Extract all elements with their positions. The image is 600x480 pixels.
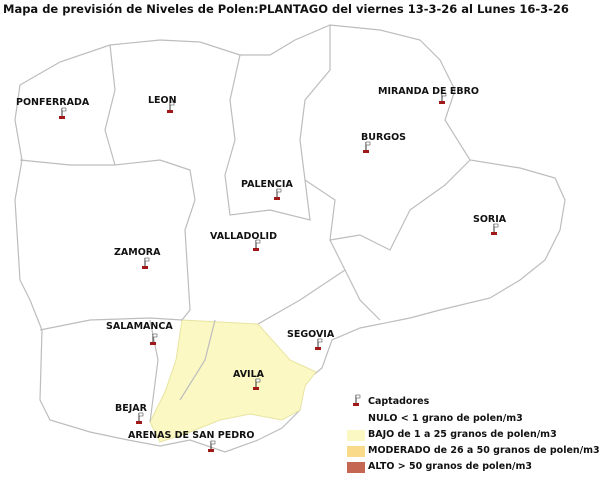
station-label: BEJAR [115, 403, 147, 414]
station-flag-icon [315, 338, 323, 350]
station-label: ZAMORA [114, 247, 161, 258]
station-flag-icon [363, 141, 371, 153]
station-flag-icon [142, 257, 150, 269]
station-flag-icon [167, 101, 175, 113]
legend-nulo: NULO < 1 grano de polen/m3 [368, 413, 523, 424]
legend-swatch-alto [347, 462, 365, 473]
station-label: PONFERRADA [16, 97, 90, 108]
station-label: PALENCIA [241, 179, 293, 190]
station-label: SEGOVIA [287, 329, 335, 340]
station-flag-icon [136, 412, 144, 424]
station-label: LEON [148, 95, 177, 106]
station-label: ARENAS DE SAN PEDRO [128, 430, 255, 441]
station-label: VALLADOLID [210, 231, 277, 242]
station-label: BURGOS [361, 132, 406, 143]
station-label: MIRANDA DE EBRO [378, 86, 479, 97]
legend-bajo: BAJO de 1 a 25 granos de polen/m3 [368, 429, 557, 440]
station-flag-icon [253, 378, 261, 390]
region-outline [14, 24, 566, 453]
map-title: Mapa de previsión de Niveles de Polen:PL… [3, 2, 569, 16]
legend-moderado: MODERADO de 26 a 50 granos de polen/m3 [368, 445, 600, 456]
station-flag-icon [208, 440, 216, 452]
station-flag-icon [439, 92, 447, 104]
station-label: SORIA [473, 214, 507, 225]
station-label: AVILA [233, 369, 265, 380]
station-flag-icon [274, 188, 282, 200]
province-borders [19, 25, 471, 423]
legend-captadores: Captadores [368, 396, 430, 407]
station-flag-icon [150, 333, 158, 345]
avila-bajo-area [149, 319, 317, 443]
legend-flag-icon [353, 394, 361, 406]
station-flag-icon [491, 223, 499, 235]
legend-swatch-moderado [347, 446, 365, 457]
legend-alto: ALTO > 50 granos de polen/m3 [368, 461, 532, 472]
station-label: SALAMANCA [106, 321, 173, 332]
station-flag-icon [59, 107, 67, 119]
legend-swatch-bajo [347, 430, 365, 441]
station-flag-icon [253, 239, 261, 251]
